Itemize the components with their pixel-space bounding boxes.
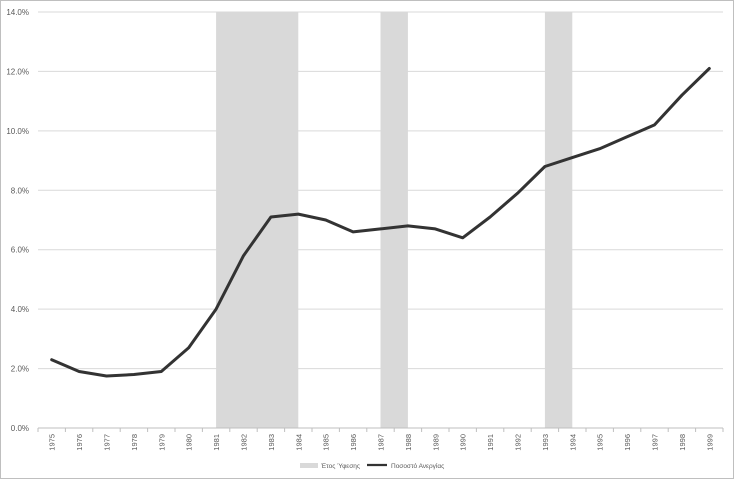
x-tick-label: 1982: [240, 434, 249, 451]
recession-band-1987: [380, 12, 408, 428]
data-point: [214, 307, 218, 311]
data-point: [105, 374, 108, 378]
data-point: [269, 215, 273, 219]
y-tick-label: 12.0%: [6, 67, 29, 76]
data-point: [351, 230, 355, 234]
y-tick-label: 10.0%: [6, 127, 29, 136]
x-tick-label: 1992: [514, 434, 523, 451]
legend-label-unemployment: Ποσοστό Ανεργίας: [391, 462, 444, 470]
data-point: [297, 212, 300, 216]
data-point: [598, 147, 601, 150]
x-tick-label: 1986: [349, 434, 358, 451]
x-tick-label: 1980: [185, 434, 194, 451]
x-tick-label: 1975: [48, 434, 57, 451]
x-tick-label: 1976: [75, 434, 84, 451]
data-point: [571, 156, 574, 159]
data-point: [379, 227, 382, 231]
data-point: [132, 373, 136, 376]
series-lines: [50, 67, 711, 378]
x-tick-label: 1983: [267, 434, 276, 451]
data-point: [50, 358, 53, 361]
data-point: [324, 218, 327, 222]
y-tick-label: 2.0%: [11, 365, 29, 374]
data-point: [434, 227, 437, 231]
x-tick-label: 1989: [431, 434, 440, 451]
data-point: [653, 123, 656, 127]
data-point: [242, 254, 245, 257]
data-point: [187, 346, 190, 349]
legend-swatch-recession: [300, 463, 318, 468]
recession-band-1993: [544, 12, 573, 428]
x-axis: 1975 1976 1977 1978 1979 1980 1981 1982 1983 1984…: [37, 427, 724, 451]
data-point: [488, 215, 492, 219]
data-point: [461, 236, 464, 240]
legend-label-recession: Έτος Ύφεσης: [320, 463, 360, 470]
x-tick-label: 1977: [103, 434, 112, 451]
recession-bands: [216, 12, 573, 428]
data-point: [160, 370, 163, 373]
x-tick-label: 1988: [404, 434, 413, 451]
data-point: [625, 135, 629, 138]
x-tick-label: 1984: [294, 434, 303, 451]
x-tick-label: 1999: [705, 434, 714, 451]
data-point: [680, 94, 684, 97]
x-tick-label: 1987: [377, 434, 386, 451]
legend: Έτος Ύφεσης Ποσοστό Ανεργίας: [300, 462, 444, 470]
y-tick-label: 4.0%: [11, 305, 29, 314]
data-point: [543, 165, 547, 168]
x-tick-label: 1998: [678, 434, 687, 451]
data-point: [516, 192, 519, 195]
y-tick-label: 14.0%: [6, 8, 29, 17]
x-tick-label: 1981: [212, 434, 221, 451]
x-tick-label: 1978: [130, 434, 139, 451]
x-tick-label: 1996: [623, 434, 632, 451]
x-tick-label: 1997: [651, 434, 660, 451]
x-tick-label: 1995: [596, 434, 605, 451]
y-tick-label: 6.0%: [11, 246, 29, 255]
x-tick-label: 1990: [459, 434, 468, 451]
x-tick-label: 1991: [486, 434, 495, 451]
y-tick-label: 8.0%: [11, 186, 29, 195]
x-tick-label: 1994: [568, 434, 577, 451]
data-point: [77, 370, 81, 373]
gridlines: [38, 11, 723, 370]
y-tick-label: 0.0%: [11, 424, 29, 433]
x-tick-label: 1979: [157, 434, 166, 451]
x-tick-label: 1985: [322, 434, 331, 451]
recession-band-1981-1983: [216, 12, 299, 428]
data-point: [708, 67, 711, 70]
y-axis: 0.0% 2.0% 4.0% 6.0% 8.0% 10.0% 12.0% 14.0%: [6, 8, 29, 433]
x-tick-label: 1993: [541, 434, 550, 451]
data-point: [406, 224, 410, 228]
